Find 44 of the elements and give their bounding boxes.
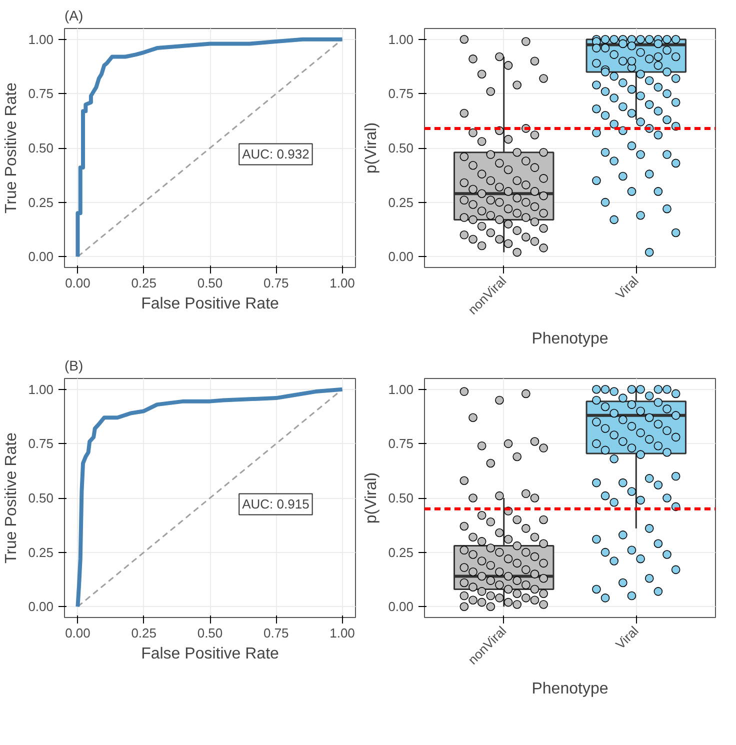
x-tick-label: Viral (612, 273, 642, 302)
x-axis-title: False Positive Rate (141, 296, 280, 312)
annotation: AUC: 0.915 (242, 496, 310, 512)
y-axis-title: True Positive Rate (3, 82, 20, 214)
y-tick-label: 0.00 (388, 249, 414, 264)
x-tick-label: 0.50 (197, 276, 223, 290)
y-tick-label: 1.00 (28, 32, 54, 47)
x-tick-label: 0.50 (197, 626, 223, 640)
y-tick-label: 0.25 (388, 194, 414, 210)
y-tick-label: 0.50 (28, 490, 54, 506)
y-tick-label: 1.00 (388, 32, 414, 47)
x-tick-label: 0.75 (263, 626, 289, 640)
x-axis-title: False Positive Rate (141, 646, 280, 662)
y-tick-label: 0.50 (28, 140, 54, 156)
y-tick-label: 0.50 (388, 140, 414, 156)
x-tick-label: 0.75 (263, 276, 289, 290)
y-tick-label: 0.25 (28, 544, 54, 560)
x-axis-title: Phenotype (532, 680, 608, 698)
x-tick-label: 1.00 (330, 626, 355, 640)
x-tick-label: 0.25 (131, 626, 157, 640)
y-tick-label: 0.75 (388, 86, 414, 102)
y-axis-title: p(Viral) (363, 472, 380, 524)
x-axis-title: Phenotype (532, 330, 608, 348)
x-tick-label: 0.25 (131, 276, 157, 290)
y-tick-label: 1.00 (28, 382, 54, 397)
y-tick-label: 0.00 (28, 249, 54, 264)
y-tick-label: 1.00 (388, 382, 414, 397)
y-tick-label: 0.50 (388, 490, 414, 506)
y-tick-label: 0.75 (388, 436, 414, 452)
annotation: AUC: 0.932 (242, 146, 310, 162)
chart-title: (A) (64, 8, 84, 24)
x-tick-label: 0.00 (65, 626, 90, 640)
y-tick-label: 0.25 (28, 194, 54, 210)
y-tick-label: 0.00 (28, 599, 54, 614)
y-tick-label: 0.75 (28, 86, 54, 102)
y-axis-title: p(Viral) (363, 122, 380, 174)
y-tick-label: 0.75 (28, 436, 54, 452)
y-axis-title: True Positive Rate (3, 432, 20, 564)
x-tick-label: 1.00 (330, 276, 355, 290)
chart-title: (B) (64, 358, 84, 374)
y-tick-label: 0.00 (388, 599, 414, 614)
x-tick-label: Viral (612, 623, 642, 652)
y-tick-label: 0.25 (388, 544, 414, 560)
x-tick-label: 0.00 (65, 276, 90, 290)
